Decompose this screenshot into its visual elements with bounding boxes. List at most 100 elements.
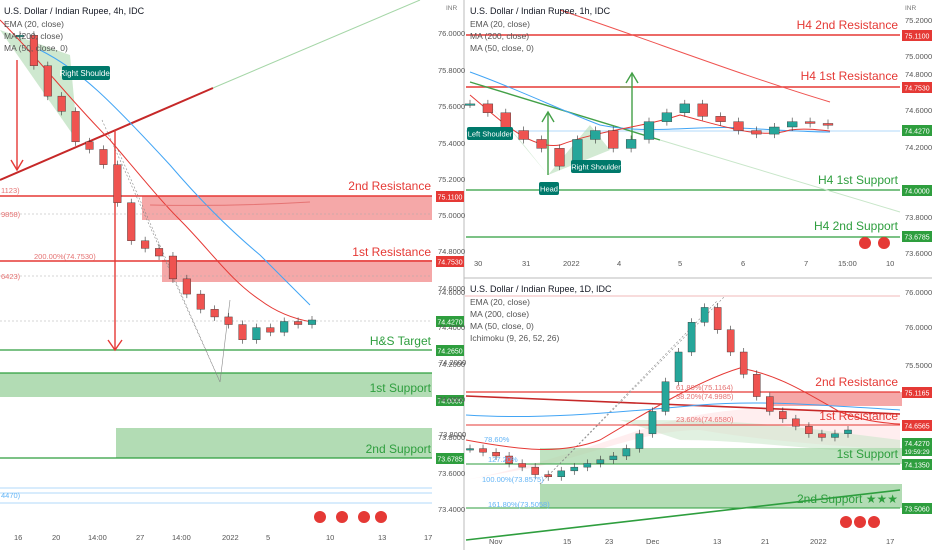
candle [733,121,744,131]
candle [661,381,670,412]
svg-text:74.0000: 74.0000 [438,395,465,404]
candle [466,448,474,451]
x-tick: 7 [804,259,808,268]
candle [805,426,813,434]
svg-text:Head: Head [540,185,558,194]
1st-resistance-zone [162,260,432,282]
level-label-h4-1st-support: H4 1st Support [818,173,899,187]
svg-text:74.4270: 74.4270 [904,441,929,448]
candle [661,112,673,122]
svg-text:76.0000: 76.0000 [905,323,932,332]
candle [280,321,289,333]
svg-text:75.1100: 75.1100 [905,34,930,41]
fib-left-label: 4470) [1,491,21,500]
level-label-1st-support: 1st Support [370,381,432,395]
candle [752,374,761,397]
panel-1d [465,295,902,541]
candle [687,322,696,353]
svg-text:74.4270: 74.4270 [437,320,462,327]
svg-text:73.8000: 73.8000 [438,433,465,442]
candle [674,351,683,382]
y-axis-1d-left: 74.6000 74.4000 74.2000 74.0000 73.8000 … [438,288,465,514]
candle [700,307,709,323]
candle [766,396,774,412]
x-axis-1d: Nov 15 23 Dec 13 21 2022 17 [489,537,894,546]
candle [141,240,150,249]
x-tick: Dec [646,537,660,546]
svg-text:23.60%(74.6580): 23.60%(74.6580) [676,415,734,424]
svg-text:74.6000: 74.6000 [438,284,465,293]
candle [85,141,94,150]
svg-text:75.5000: 75.5000 [905,361,932,370]
countdown: 19:59:29 [904,449,930,456]
svg-text:73.4000: 73.4000 [438,505,465,514]
legend-item: Ichimoku (9, 26, 52, 26) [470,333,559,343]
level-label-2nd-support: 2nd Support [366,442,432,456]
svg-text:75.6000: 75.6000 [438,102,465,111]
candle [505,455,513,464]
svg-text:75.1100: 75.1100 [438,195,463,202]
candle [635,433,644,449]
candles-1d [466,303,852,481]
candles-4h [15,31,317,344]
candle [482,103,494,113]
candle [238,324,247,340]
2nd-support-zone [116,428,432,458]
candle [608,130,619,149]
candle [844,429,852,434]
candle [71,111,80,143]
candle [739,351,748,375]
x-tick: 4 [617,259,621,268]
us-flag-icon [868,516,880,528]
chart-title-1h: U.S. Dollar / Indian Rupee, 1h, IDC [470,6,611,16]
level-label-2nd-resistance-1d: 2nd Resistance [815,375,898,389]
x-tick: 5 [266,533,270,542]
candle [307,319,317,325]
candle [531,466,539,475]
candle [127,202,136,241]
fib-labels-1d: 61.80%(75.1164) 38.20%(74.9985) 23.60%(7… [482,383,734,509]
svg-text:Left Shoulder: Left Shoulder [468,130,513,139]
svg-text:73.6000: 73.6000 [438,469,465,478]
candle [113,164,122,203]
candle [464,103,476,106]
svg-text:74.2650: 74.2650 [437,349,462,356]
candle [544,474,552,478]
fib-left-label: 1123) [1,186,20,195]
svg-text:73.6000: 73.6000 [905,249,932,258]
svg-text:74.0000: 74.0000 [437,399,462,406]
svg-text:Right Shoulder: Right Shoulder [60,69,113,78]
legend-item: MA (200, close) [470,309,529,319]
svg-text:75.2000: 75.2000 [905,16,932,25]
svg-text:38.20%(74.9985): 38.20%(74.9985) [676,392,734,401]
candle [625,139,637,149]
us-flag-icon [854,516,866,528]
level-label-hs-target: H&S Target [370,334,432,348]
x-tick: 6 [741,259,745,268]
candle [536,139,547,149]
svg-text:74.2000: 74.2000 [438,360,465,369]
level-label-2nd-support-1d: 2nd Support ★★★ [797,492,898,506]
us-flag-icon [375,511,387,523]
pattern-labels-1h: Left Shoulder Head Right Shoulder [467,127,621,195]
x-tick: 13 [378,533,386,542]
candle [643,121,655,140]
flag-icons-1d [840,516,880,528]
legend-4h: U.S. Dollar / Indian Rupee, 4h, IDC EMA … [4,6,145,53]
panel-4h [0,0,437,550]
candle [715,116,726,122]
candle [596,459,605,464]
candle [609,455,618,460]
candle [182,278,191,295]
svg-text:74.1350: 74.1350 [904,463,929,470]
candle [622,448,631,457]
svg-text:74.7530: 74.7530 [437,260,462,267]
fib-left-label: 6423) [1,272,21,281]
candle [196,293,205,310]
svg-text:73.8000: 73.8000 [439,430,466,439]
x-tick: 23 [605,537,613,546]
svg-text:73.8000: 73.8000 [905,213,932,222]
candle [818,433,826,438]
panel-1h [464,9,901,238]
